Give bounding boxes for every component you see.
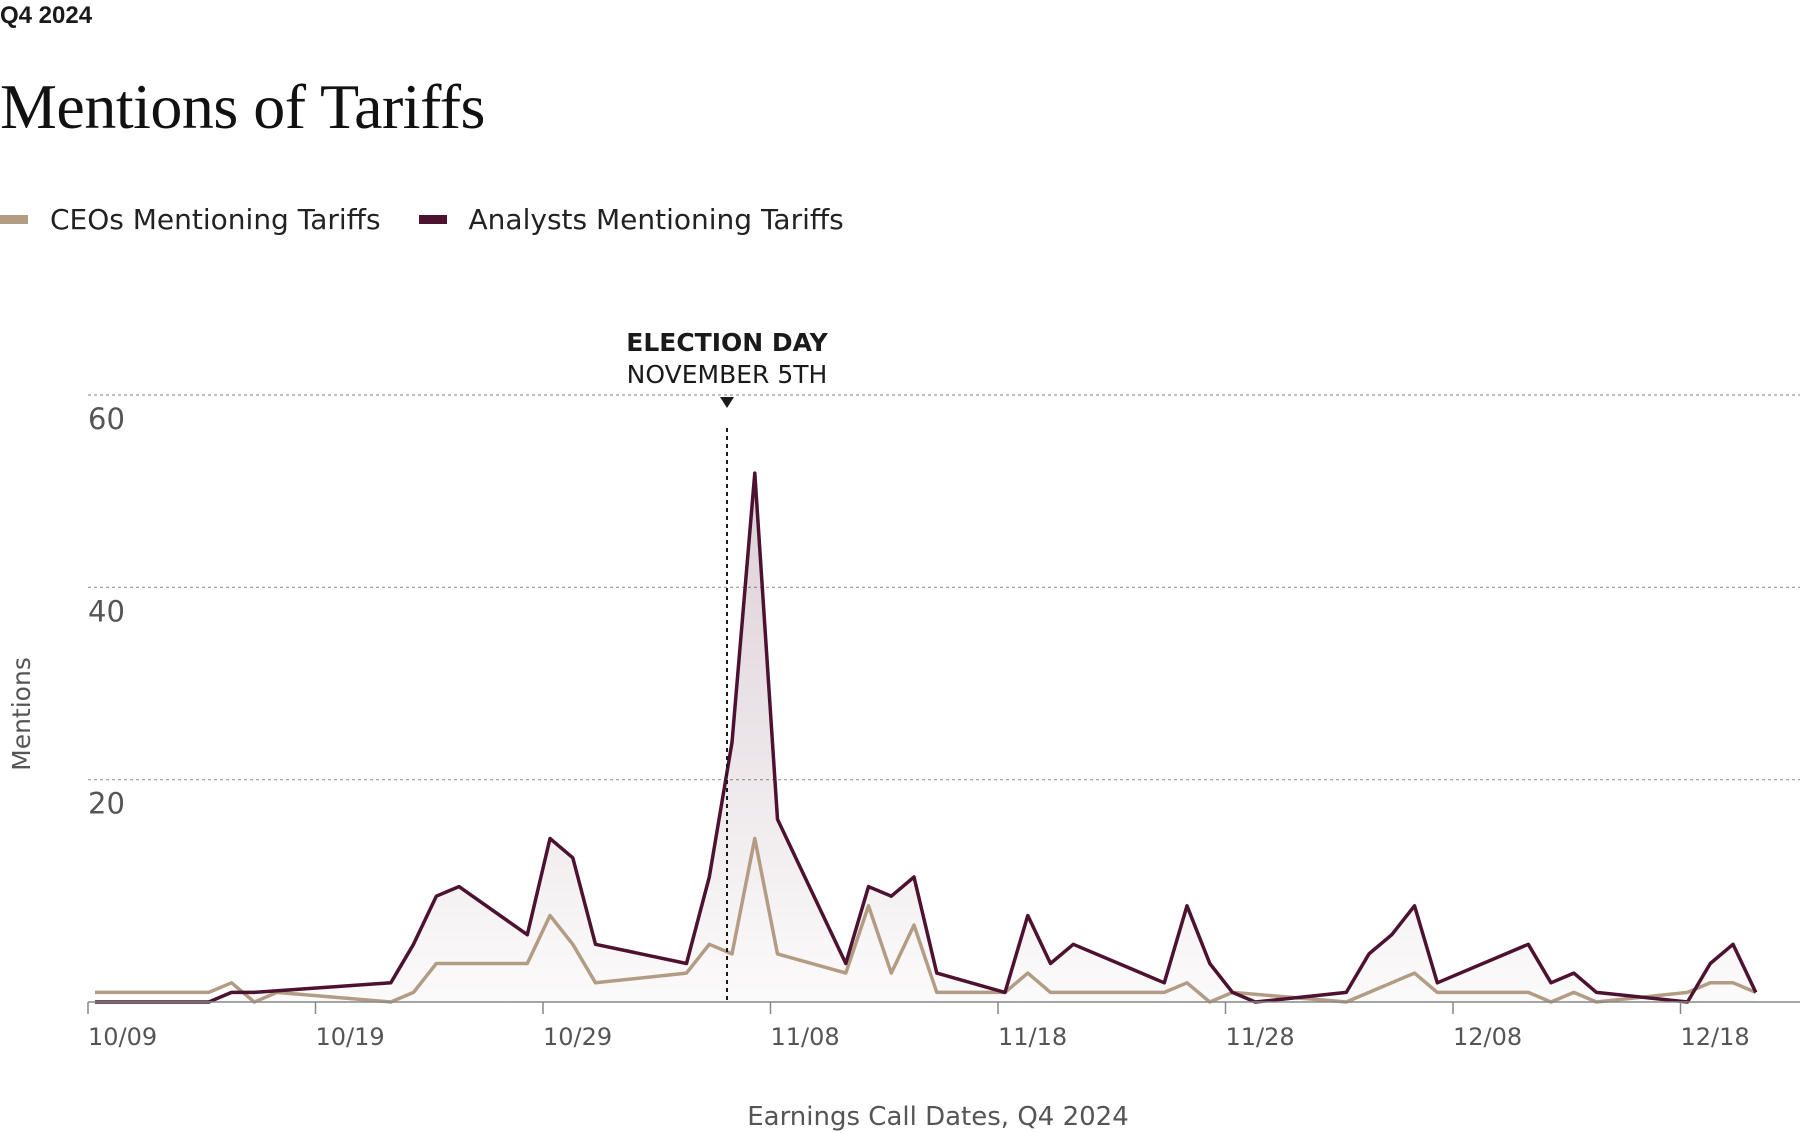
x-axis-label: Earnings Call Dates, Q4 2024 <box>747 1102 1129 1132</box>
y-axis-label: Mentions <box>7 657 36 771</box>
election-day-arrow-icon <box>720 397 734 408</box>
x-tick-label: 12/08 <box>1453 1023 1522 1051</box>
legend-item-analysts: Analysts Mentioning Tariffs <box>418 203 844 236</box>
series-line-analysts-mentioning-tariffs <box>95 471 1758 1004</box>
x-tick-label: 12/18 <box>1681 1023 1750 1051</box>
chart-title: Mentions of Tariffs <box>0 71 485 142</box>
legend-swatch-ceos <box>0 215 28 224</box>
y-tick-label-60: 60 <box>88 402 125 436</box>
legend: CEOs Mentioning Tariffs Analysts Mention… <box>0 203 882 236</box>
x-tick-label: 11/28 <box>1226 1023 1295 1051</box>
election-day-annotation: ELECTION DAY NOVEMBER 5TH <box>626 328 829 1002</box>
legend-swatch-analysts <box>418 215 447 224</box>
annotation-title: ELECTION DAY <box>626 328 828 357</box>
y-tick-label-40: 40 <box>88 594 125 628</box>
annotation-subtitle: NOVEMBER 5TH <box>627 360 828 389</box>
y-tick-label-20: 20 <box>88 787 125 821</box>
gridlines: 20 40 60 <box>88 394 1800 821</box>
legend-item-ceos: CEOs Mentioning Tariffs <box>0 203 381 236</box>
x-tick-label: 10/09 <box>88 1023 157 1051</box>
x-tick-label: 11/18 <box>998 1023 1067 1051</box>
legend-label-analysts: Analysts Mentioning Tariffs <box>468 203 844 236</box>
series-lines <box>95 471 1758 1004</box>
x-axis: 10/09 10/19 10/29 11/08 11/18 11/28 12/08 12/18 <box>87 1001 1800 1051</box>
x-tick-label: 10/29 <box>543 1023 612 1051</box>
legend-label-ceos: CEOs Mentioning Tariffs <box>50 203 381 236</box>
series-line-ceos-mentioning-tariffs <box>95 836 1757 1004</box>
x-tick-label: 11/08 <box>771 1023 840 1051</box>
x-tick-label: 10/19 <box>316 1023 385 1051</box>
eyebrow-label: Q4 2024 <box>0 2 93 29</box>
